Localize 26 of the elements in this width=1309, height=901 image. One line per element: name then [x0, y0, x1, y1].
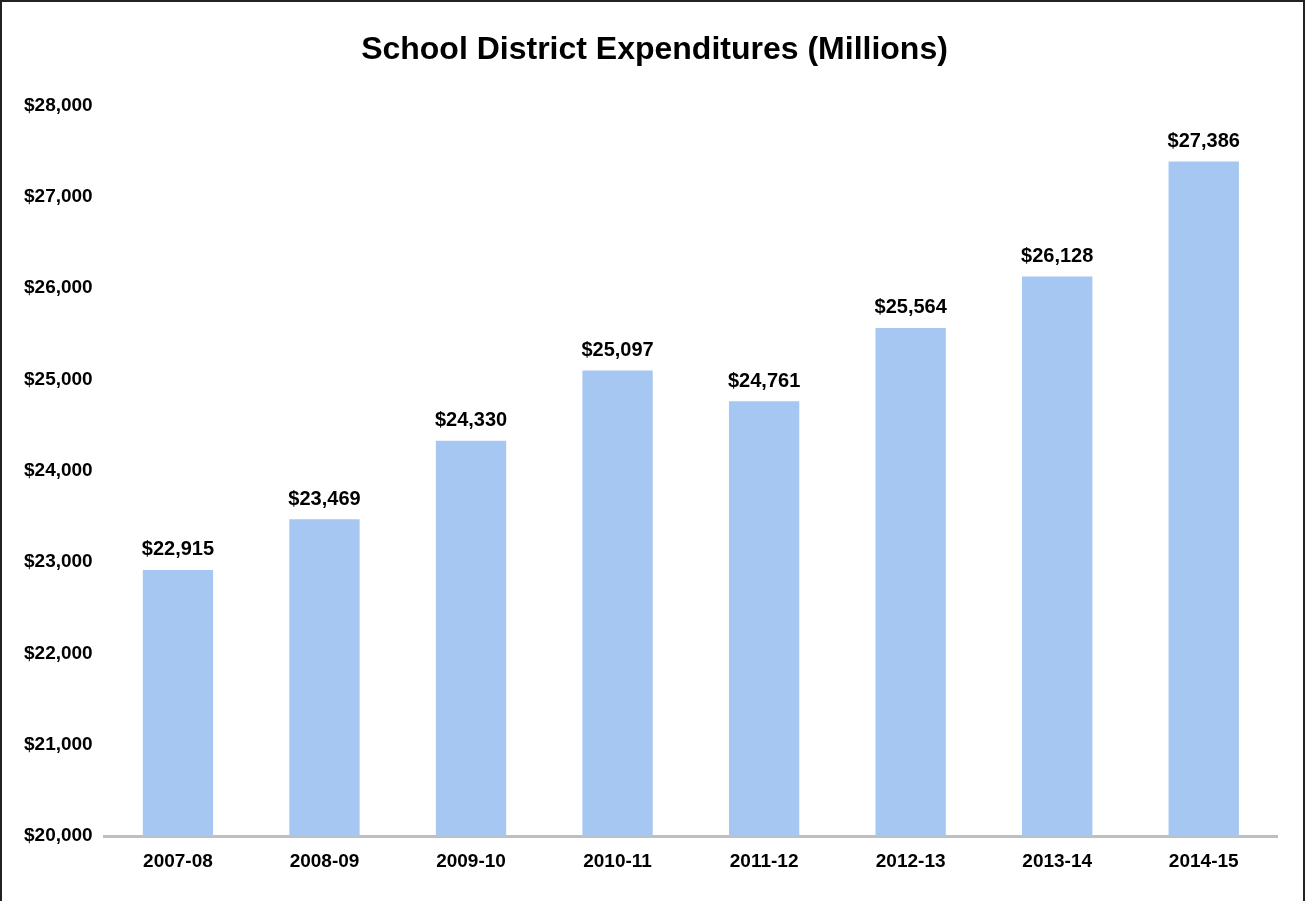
chart-title: School District Expenditures (Millions) [360, 30, 949, 67]
data-label: $25,564 [874, 295, 948, 318]
y-tick-label: $28,000 [23, 93, 93, 115]
data-label: $26,128 [1021, 243, 1094, 266]
y-tick-label: $22,000 [23, 641, 93, 663]
x-tick-label: 2010-11 [583, 849, 653, 871]
x-tick-label: 2013-14 [1022, 849, 1093, 871]
y-tick-label: $25,000 [23, 367, 93, 389]
data-label: $27,386 [1167, 129, 1240, 151]
x-tick-label: 2007-08 [143, 849, 213, 871]
data-label: $25,097 [581, 338, 654, 361]
y-tick-label: $21,000 [23, 733, 93, 755]
x-tick-label: 2009-10 [436, 849, 506, 871]
x-tick-label: 2012-13 [875, 849, 946, 871]
data-label: $22,915 [141, 537, 215, 560]
y-tick-label: $26,000 [23, 276, 93, 298]
y-tick-label: $23,000 [23, 550, 93, 572]
x-tick-label: 2011-12 [729, 849, 799, 871]
data-label: $23,469 [288, 486, 361, 509]
data-label: $24,330 [434, 408, 508, 431]
y-tick-label: $24,000 [23, 459, 93, 481]
y-tick-label: $27,000 [23, 184, 93, 206]
data-label: $24,761 [727, 368, 801, 391]
x-tick-label: 2014-15 [1168, 849, 1240, 871]
x-tick-label: 2008-09 [289, 849, 360, 871]
y-tick-label: $20,000 [23, 824, 93, 846]
